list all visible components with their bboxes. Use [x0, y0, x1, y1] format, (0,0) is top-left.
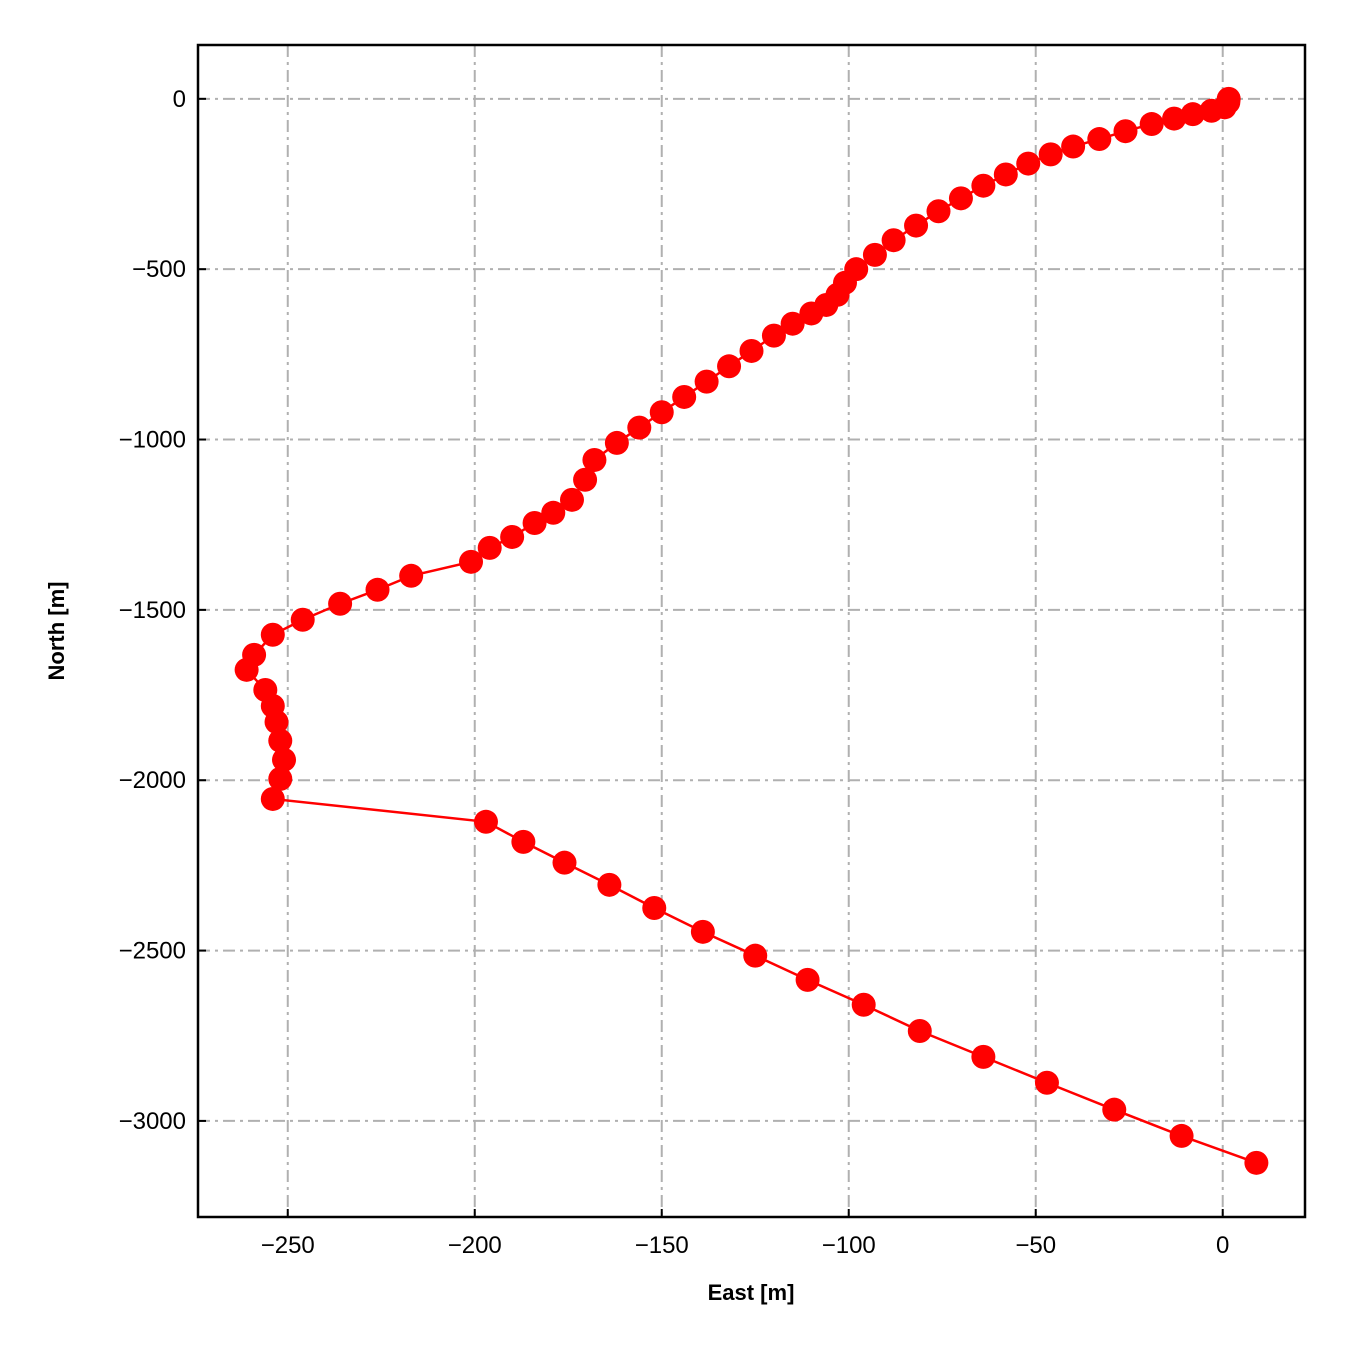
- data-point: [694, 369, 719, 394]
- x-tick-label: −50: [1015, 1232, 1056, 1259]
- data-point: [511, 829, 536, 854]
- y-tick-label: −500: [132, 256, 186, 283]
- data-point: [1162, 106, 1187, 131]
- data-point: [907, 1018, 932, 1043]
- x-tick-label: −250: [261, 1232, 315, 1259]
- data-point: [268, 766, 293, 791]
- data-point: [473, 809, 498, 834]
- data-line: [245, 98, 1257, 1165]
- data-point: [780, 311, 805, 336]
- data-point: [649, 400, 674, 425]
- data-point: [290, 607, 315, 632]
- data-point: [260, 622, 285, 647]
- data-point: [1087, 127, 1112, 152]
- data-point: [971, 173, 996, 198]
- data-point: [234, 657, 259, 682]
- x-tick-label: −200: [448, 1232, 502, 1259]
- data-point: [862, 242, 887, 267]
- data-point: [365, 577, 390, 602]
- y-tick-label: −1500: [119, 597, 186, 624]
- data-point: [926, 199, 951, 224]
- x-tick-label: −150: [635, 1232, 689, 1259]
- data-point: [1102, 1097, 1127, 1122]
- plot-frame: [196, 43, 1307, 1219]
- y-axis-label: North [m]: [44, 582, 69, 681]
- y-tick-label: −2000: [119, 767, 186, 794]
- data-point: [1016, 151, 1041, 176]
- data-point: [1061, 134, 1086, 159]
- data-point: [761, 323, 786, 348]
- data-point: [1113, 119, 1138, 144]
- data-point: [1034, 1070, 1059, 1095]
- data-point: [573, 467, 598, 492]
- data-point: [971, 1044, 996, 1069]
- y-tick-label: −2500: [119, 938, 186, 965]
- data-point: [904, 213, 929, 238]
- data-point: [851, 992, 876, 1017]
- y-tick-label: −3000: [119, 1108, 186, 1135]
- data-point: [1180, 102, 1205, 127]
- data-point: [272, 747, 297, 772]
- data-point: [264, 709, 289, 734]
- data-point: [627, 415, 652, 440]
- data-point: [604, 430, 629, 455]
- data-point: [459, 549, 484, 574]
- data-point: [690, 919, 715, 944]
- data-point: [993, 162, 1018, 187]
- data-point: [1169, 1123, 1194, 1148]
- x-tick-label: 0: [1216, 1232, 1229, 1259]
- data-point: [268, 728, 293, 753]
- data-point: [795, 967, 820, 992]
- data-point: [328, 591, 353, 616]
- y-tick-label: −1000: [119, 427, 186, 454]
- data-point: [642, 895, 667, 920]
- data-point: [477, 535, 502, 560]
- x-axis-label: East [m]: [708, 1280, 795, 1305]
- data-point: [1038, 142, 1063, 167]
- data-point: [1244, 1150, 1269, 1175]
- data-point: [260, 786, 285, 811]
- data-point: [799, 301, 824, 326]
- data-point: [582, 447, 607, 472]
- data-point: [541, 500, 566, 525]
- data-point: [743, 943, 768, 968]
- data-point: [1199, 98, 1224, 123]
- data-point: [881, 228, 906, 253]
- data-point: [948, 186, 973, 211]
- data-point: [552, 850, 577, 875]
- data-point: [559, 487, 584, 512]
- y-tick-label: 0: [173, 86, 186, 113]
- data-point: [717, 354, 742, 379]
- data-point: [597, 872, 622, 897]
- data-point: [1139, 112, 1164, 137]
- data-point: [500, 524, 525, 549]
- data-point: [522, 510, 547, 535]
- data-point: [399, 563, 424, 588]
- x-tick-label: −100: [822, 1232, 876, 1259]
- data-point: [739, 338, 764, 363]
- data-point: [672, 384, 697, 409]
